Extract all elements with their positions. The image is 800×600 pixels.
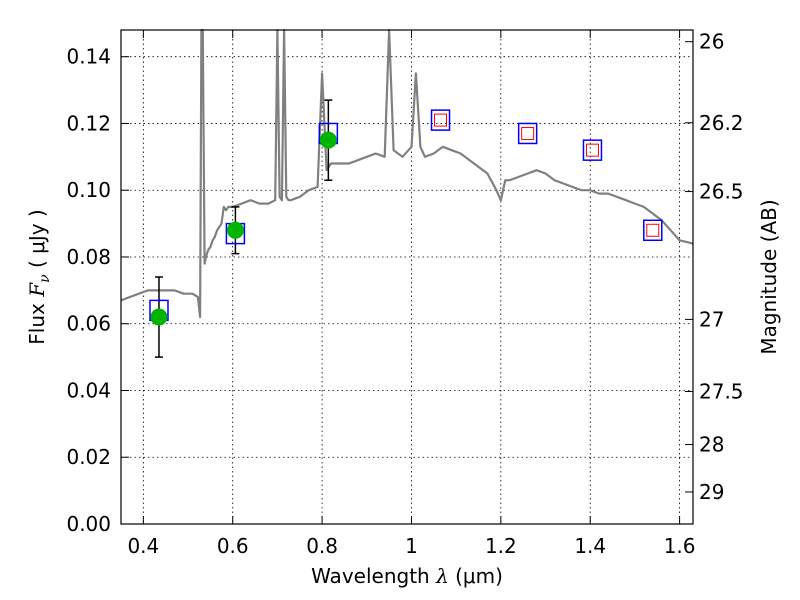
y-axis-label-symbol: F (25, 282, 49, 298)
x-axis-label-prefix: Wavelength (311, 564, 436, 588)
x-axis-label: Wavelength λ (μm) (311, 564, 503, 588)
x-axis-label-suffix: (μm) (449, 564, 503, 588)
grid-lines (121, 30, 693, 525)
observed-point (150, 308, 168, 326)
model-box-marker (430, 109, 451, 131)
plot-frame (120, 29, 694, 525)
right-y-axis-label: Magnitude (AB) (757, 199, 781, 354)
y-axis-label-prefix: Flux (25, 297, 49, 345)
observed-point (319, 131, 337, 149)
model-box-marker (517, 122, 538, 145)
model-box-marker (582, 139, 603, 161)
model-inner-marker (585, 143, 599, 157)
mag-tick-label: 28 (699, 433, 724, 457)
y-tick-label: 0.08 (66, 245, 111, 269)
mag-tick-label: 29 (699, 480, 724, 504)
y-tick-label: 0.14 (66, 45, 111, 69)
model-inner-marker (646, 223, 660, 237)
mag-tick-label: 26.2 (699, 111, 744, 135)
sed-model-line (120, 28, 694, 319)
mag-tick-label: 27.5 (699, 379, 744, 403)
y-tick-label: 0.10 (66, 178, 111, 202)
y-tick-label: 0.06 (66, 312, 111, 336)
y-tick-label: 0.12 (66, 111, 111, 135)
mag-tick-label: 26.5 (699, 180, 744, 204)
y-axis-label-subscript: ν (37, 274, 53, 283)
mag-tick-label: 27 (699, 307, 724, 331)
x-tick-label: 0.6 (217, 534, 249, 558)
series-layer (120, 28, 694, 358)
mag-tick-label: 26 (699, 30, 724, 54)
x-tick-label: 1.6 (664, 534, 696, 558)
x-tick-label: 1.2 (485, 534, 517, 558)
y-tick-label: 0.02 (66, 445, 111, 469)
model-box-marker (643, 219, 663, 242)
x-tick-label: 0.4 (127, 534, 159, 558)
x-tick-label: 0.8 (306, 534, 338, 558)
observed-point (226, 221, 244, 239)
model-inner-marker (521, 126, 535, 140)
model-inner-marker (434, 113, 448, 127)
y-axis-label-suffix: ( μJy ) (25, 209, 49, 274)
y-tick-label: 0.04 (66, 378, 111, 402)
tick-layer: 0.4 0.6 0.8 1 1.2 1.4 1.6 0.00 0.02 0.04 0.06 0.08 0… (66, 30, 743, 558)
x-axis-label-symbol: λ (435, 564, 449, 588)
y-axis-label: Flux Fν ( μJy ) (25, 209, 53, 344)
x-tick-label: 1 (405, 534, 418, 558)
x-tick-label: 1.4 (574, 534, 606, 558)
y-tick-label: 0.00 (66, 512, 111, 536)
